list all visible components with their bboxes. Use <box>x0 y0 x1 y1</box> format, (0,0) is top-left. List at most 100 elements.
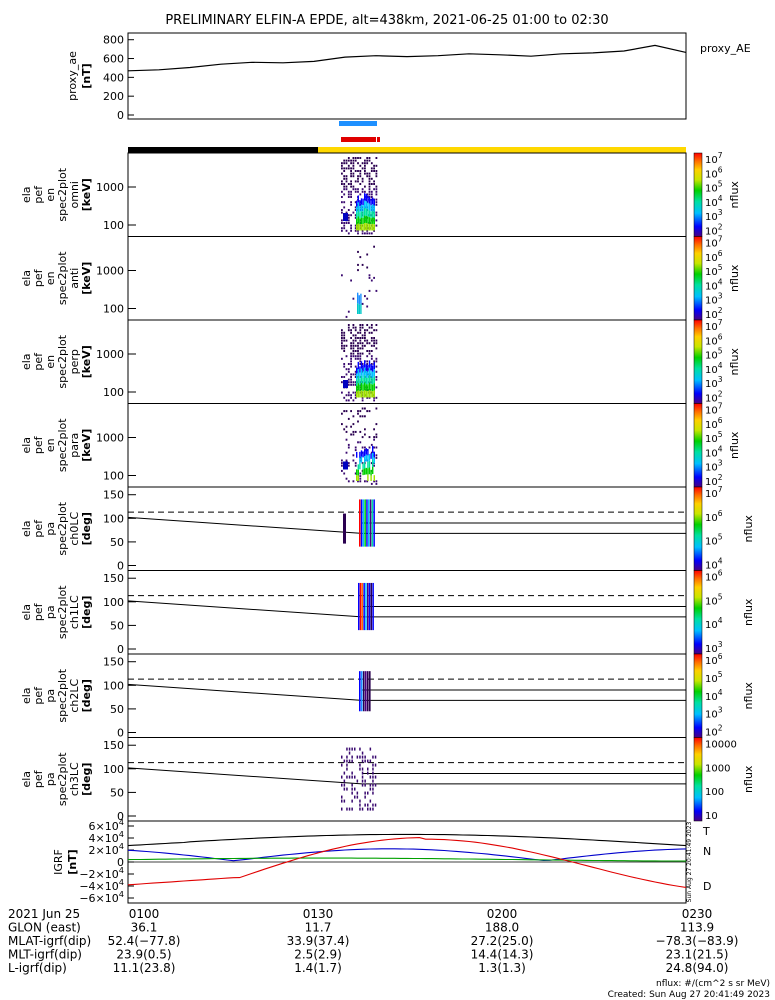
pa-pixel <box>354 747 356 751</box>
pa-pixel <box>372 791 374 795</box>
spec-pixel <box>368 410 371 413</box>
colorbar-tick-label: 105 <box>705 430 723 445</box>
spec-pixel <box>357 250 359 253</box>
spec-pixel <box>368 274 371 277</box>
time-row-label: GLON (east) <box>8 921 81 935</box>
pa-ytick-label: 0 <box>117 727 124 740</box>
spec-pixel <box>375 446 378 449</box>
spec-color-cell <box>373 369 375 377</box>
spec-pixel <box>341 469 343 472</box>
spec-pixel <box>375 185 378 188</box>
colorbar-tick-label: 102 <box>705 223 723 238</box>
spec-color-cell <box>359 457 361 464</box>
spec-pixel <box>375 188 378 191</box>
spec-color-cell <box>357 303 359 314</box>
colorbar-tick-label: 102 <box>705 306 723 321</box>
pa-pixel <box>364 795 366 799</box>
ae-panel-frame <box>127 32 687 120</box>
spec-ytick-label: 1000 <box>96 265 124 278</box>
pa-pixel <box>361 755 364 759</box>
spec-color-cell <box>370 475 372 481</box>
spec-color-cell <box>370 199 372 206</box>
spec-ylabel-line: en <box>44 438 57 452</box>
pa-pixel <box>367 791 369 795</box>
spec-pixel <box>375 347 378 350</box>
pa-loss-cone-line <box>127 600 686 618</box>
spec-pixel <box>347 167 350 170</box>
spec-pixel <box>341 391 343 394</box>
pa-pixel <box>359 799 361 803</box>
pa-pixel <box>364 779 366 783</box>
spec-pixel <box>341 164 343 167</box>
spec-pixel <box>375 396 378 399</box>
spec-pixel <box>361 162 364 165</box>
time-row-value: 27.2(25.0) <box>471 934 534 948</box>
colorbar-tick-label: 105 <box>705 670 723 685</box>
spec-pixel <box>354 370 357 373</box>
pa-pixel <box>348 759 351 763</box>
spec-pixel <box>345 394 348 397</box>
colorbar-label: nflux <box>742 515 755 543</box>
science-zone-bar-blue <box>339 121 377 126</box>
spec-pixel <box>375 357 378 360</box>
time-row-value: 2.5(2.9) <box>294 948 342 962</box>
spec-pixel <box>347 159 350 162</box>
spec-pixel <box>350 376 352 378</box>
ae-legend-label: proxy_AE <box>700 42 751 55</box>
spec-pixel <box>341 167 343 170</box>
spec-pixel <box>373 428 375 431</box>
spec-pixel <box>352 324 355 326</box>
spec-pixel <box>347 310 350 313</box>
spec-pixel <box>343 347 346 350</box>
spec-pixel <box>359 472 362 475</box>
spec-pixel <box>345 368 348 371</box>
spec-color-cell <box>359 218 361 225</box>
spec-color-cell <box>367 195 369 203</box>
spec-data-group <box>341 245 378 318</box>
spec-pixel <box>366 339 369 342</box>
spec-color-cell <box>370 384 372 391</box>
spec-color-cell <box>372 452 374 460</box>
spec-color-cell <box>367 223 369 231</box>
colorbar-tick-label: 1000 <box>705 763 730 774</box>
spec-color-cell <box>372 365 374 372</box>
spec-pixel <box>364 415 366 418</box>
spec-pixel <box>343 224 346 227</box>
pa-data-group <box>341 747 377 811</box>
spec-pixel <box>366 227 369 230</box>
spec-color-cell <box>364 449 366 457</box>
pa-pixel <box>367 807 369 811</box>
spec-color-cell <box>356 391 358 398</box>
spec-pixel <box>343 344 346 347</box>
spec-pixel <box>341 331 343 334</box>
pa-pixel <box>369 787 372 791</box>
spec-color-cell <box>360 198 363 205</box>
spec-pixel <box>352 352 355 355</box>
spec-pixel <box>350 381 352 384</box>
spec-pixel <box>359 480 362 483</box>
spec-pixel <box>364 159 366 162</box>
spec-pixel <box>347 209 350 211</box>
pa-ytick-label: 50 <box>110 619 124 632</box>
spec-pixel <box>373 339 375 342</box>
spec-ylabel-line: spec2plot <box>56 418 69 472</box>
colorbar-tick-label: 102 <box>705 390 723 405</box>
spec-pixel <box>354 229 357 232</box>
colorbar-tick-label: 106 <box>705 569 723 584</box>
pa-pixel <box>359 763 361 767</box>
spec-pixel <box>350 360 352 363</box>
spec-color-cell <box>357 223 359 231</box>
pa-pixel <box>374 755 377 759</box>
spec-pixel <box>366 209 369 211</box>
igrf-legend-D: D <box>703 880 711 893</box>
pa-pixel <box>359 767 361 771</box>
spec-pixel <box>373 464 375 467</box>
spec-pixel <box>366 459 369 462</box>
time-row-label: L-igrf(dip) <box>8 961 67 975</box>
spec-pixel <box>357 175 359 178</box>
pa-ylabel-line: ch2LC <box>68 679 81 713</box>
igrf-side-note: Sun Aug 27 20:41:49 2023 <box>686 822 693 903</box>
spec-pixel <box>341 172 343 175</box>
spec-pixel <box>375 370 378 373</box>
pa-ylabel-line: spec2plot <box>56 585 69 639</box>
